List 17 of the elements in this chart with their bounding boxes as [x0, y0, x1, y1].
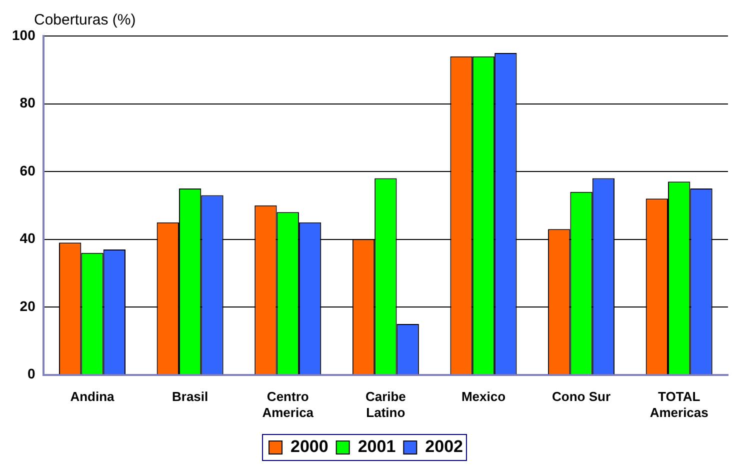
y-tick-label: 40: [20, 230, 36, 246]
x-tick-label: Caribe Latino: [365, 389, 406, 420]
legend-label: 2002: [425, 437, 463, 456]
y-tick-label: 80: [20, 94, 36, 111]
y-tick-label: 20: [20, 298, 36, 314]
x-tick-label: Centro America: [262, 389, 314, 420]
x-tick-label: Brasil: [172, 389, 208, 404]
y-tick-label: 60: [20, 162, 36, 178]
y-tick-label: 100: [12, 26, 36, 43]
x-tick-label: TOTAL Americas: [650, 389, 708, 420]
legend-label: 2001: [358, 437, 396, 456]
legend-label: 2000: [290, 437, 328, 456]
y-tick-label: 0: [28, 366, 36, 382]
y-axis-title: Coberturas (%): [34, 12, 136, 29]
x-tick-label: Andina: [70, 389, 116, 404]
x-tick-label: Mexico: [461, 389, 506, 404]
x-tick-label: Cono Sur: [552, 389, 611, 404]
